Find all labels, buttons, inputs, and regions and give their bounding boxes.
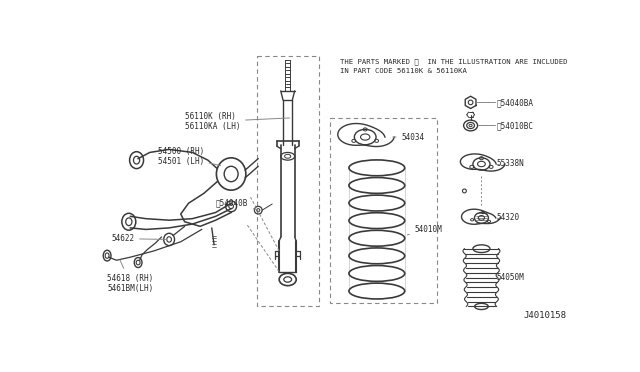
- Text: 54618 (RH)
5461BM(LH): 54618 (RH) 5461BM(LH): [107, 260, 154, 293]
- Text: 54622: 54622: [111, 234, 166, 243]
- Bar: [330, 118, 436, 302]
- Text: J4010158: J4010158: [524, 311, 566, 320]
- Text: 54500 (RH)
54501 (LH): 54500 (RH) 54501 (LH): [157, 147, 221, 166]
- Text: THE PARTS MARKED ※  IN THE ILLUSTRATION ARE INCLUDED: THE PARTS MARKED ※ IN THE ILLUSTRATION A…: [340, 58, 567, 65]
- Text: ※54040BA: ※54040BA: [497, 98, 534, 107]
- Text: 54050M: 54050M: [497, 273, 525, 282]
- Text: 55338N: 55338N: [497, 160, 525, 169]
- Text: 54320: 54320: [497, 214, 520, 222]
- Text: 54010M: 54010M: [408, 225, 442, 235]
- Text: IN PART CODE 56110K & 56110KA: IN PART CODE 56110K & 56110KA: [340, 68, 467, 74]
- Text: 56110K (RH)
56110KA (LH): 56110K (RH) 56110KA (LH): [184, 112, 289, 131]
- Text: ※54010BC: ※54010BC: [497, 121, 534, 130]
- Text: ※54040B: ※54040B: [216, 198, 255, 209]
- Bar: [257, 56, 319, 307]
- Text: 54034: 54034: [393, 132, 425, 141]
